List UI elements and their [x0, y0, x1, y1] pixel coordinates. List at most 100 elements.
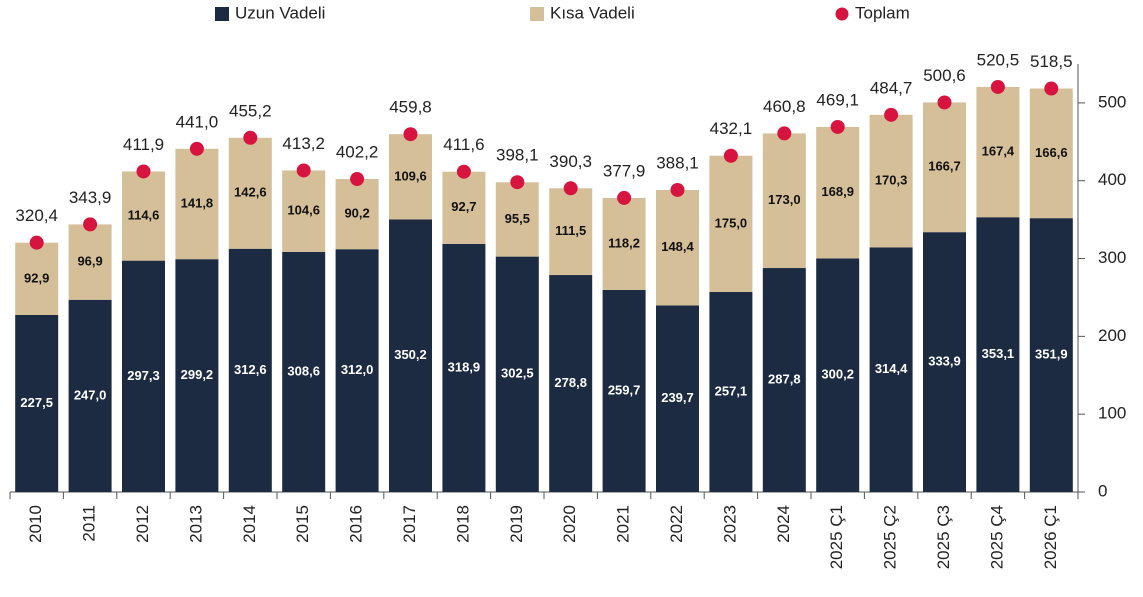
value-label: 333,9	[928, 354, 961, 369]
total-dot	[83, 217, 98, 232]
total-label: 413,2	[282, 134, 325, 153]
value-label: 141,8	[181, 195, 214, 210]
total-dot	[563, 181, 578, 196]
bar-segment	[68, 224, 112, 300]
value-label: 300,2	[821, 367, 854, 382]
value-label: 351,9	[1035, 347, 1068, 362]
value-label: 92,7	[451, 199, 476, 214]
bar-segment	[228, 137, 272, 249]
value-label: 308,6	[287, 363, 320, 378]
x-tick-label: 2010	[26, 505, 45, 543]
bar-segment	[1029, 218, 1073, 492]
legend-label: Uzun Vadeli	[235, 3, 325, 22]
value-label: 297,3	[127, 368, 160, 383]
total-label: 432,1	[710, 119, 753, 138]
total-label: 402,2	[336, 142, 379, 161]
total-dot	[350, 172, 365, 187]
x-tick-label: 2022	[667, 505, 686, 543]
y-tick-label: 300	[1098, 248, 1126, 267]
x-tick-label: 2013	[186, 505, 205, 543]
total-label: 455,2	[229, 101, 272, 120]
bar-segment	[816, 258, 860, 492]
value-label: 173,0	[768, 192, 801, 207]
value-label: 168,9	[821, 184, 854, 199]
bar-segment	[709, 155, 753, 292]
bar-segment	[816, 126, 860, 259]
x-tick-label: 2011	[80, 505, 99, 542]
total-label: 484,7	[870, 78, 913, 97]
value-label: 92,9	[24, 270, 49, 285]
value-label: 312,0	[341, 362, 374, 377]
x-tick-label: 2018	[453, 505, 472, 543]
bar-segment	[442, 243, 486, 492]
value-label: 175,0	[715, 215, 748, 230]
total-dot	[937, 95, 952, 110]
x-tick-label: 2021	[614, 505, 633, 543]
total-dot	[456, 164, 471, 179]
bar-segment	[282, 251, 326, 492]
value-label: 90,2	[344, 206, 369, 221]
value-label: 111,5	[555, 223, 586, 238]
total-label: 390,3	[549, 152, 592, 171]
x-tick-label: 2025 Ç1	[827, 505, 846, 569]
bar-segment	[282, 170, 326, 252]
total-dot	[136, 164, 151, 179]
value-label: 299,2	[181, 367, 214, 382]
legend-label: Toplam	[855, 3, 910, 22]
total-dot	[510, 175, 525, 190]
value-label: 118,2	[608, 235, 640, 250]
x-tick-label: 2023	[720, 505, 739, 543]
y-tick-label: 100	[1098, 404, 1126, 423]
total-label: 500,6	[923, 66, 966, 85]
value-label: 239,7	[661, 390, 694, 405]
x-tick-label: 2020	[560, 505, 579, 543]
y-tick-label: 500	[1098, 92, 1126, 111]
total-dot	[777, 126, 792, 141]
y-tick-label: 200	[1098, 326, 1126, 345]
x-tick-label: 2016	[347, 505, 366, 543]
total-label: 411,9	[123, 135, 164, 154]
bar-segment	[495, 182, 539, 257]
value-label: 95,5	[505, 211, 530, 226]
legend-marker	[835, 7, 849, 21]
total-dot	[723, 148, 738, 163]
x-tick-label: 2012	[133, 505, 152, 543]
total-dot	[296, 163, 311, 178]
value-label: 167,4	[982, 144, 1015, 159]
bar-segment	[389, 134, 432, 220]
value-label: 170,3	[875, 173, 908, 188]
value-label: 287,8	[768, 371, 801, 386]
x-tick-label: 2025 Ç4	[987, 505, 1006, 569]
bar-segment	[15, 314, 59, 492]
total-label: 377,9	[603, 161, 646, 180]
total-dot	[403, 127, 418, 142]
value-label: 166,7	[928, 159, 961, 174]
total-dot	[189, 141, 204, 156]
bar-segment	[335, 249, 379, 492]
total-label: 441,0	[176, 112, 219, 131]
value-label: 353,1	[982, 346, 1015, 361]
bar-segment	[602, 197, 646, 290]
bar-segment	[976, 217, 1020, 492]
value-label: 318,9	[448, 359, 481, 374]
x-tick-label: 2024	[774, 505, 793, 543]
bar-segment	[442, 171, 486, 244]
total-dot	[1044, 81, 1059, 96]
bar-segment	[175, 148, 219, 260]
bar-segment	[549, 188, 593, 276]
bar-segment	[923, 232, 966, 492]
total-label: 459,8	[389, 98, 432, 117]
bar-segment	[762, 268, 806, 492]
bar-segment	[656, 305, 699, 492]
y-tick-label: 400	[1098, 170, 1126, 189]
total-label: 518,5	[1030, 52, 1073, 71]
total-label: 398,1	[496, 146, 539, 165]
total-label: 520,5	[977, 50, 1020, 69]
value-label: 350,2	[394, 347, 427, 362]
bar-segment	[869, 247, 913, 492]
bar-segment	[549, 275, 593, 492]
value-label: 104,6	[287, 203, 320, 218]
bar-segment	[175, 259, 219, 492]
bar-segment	[1029, 88, 1073, 219]
